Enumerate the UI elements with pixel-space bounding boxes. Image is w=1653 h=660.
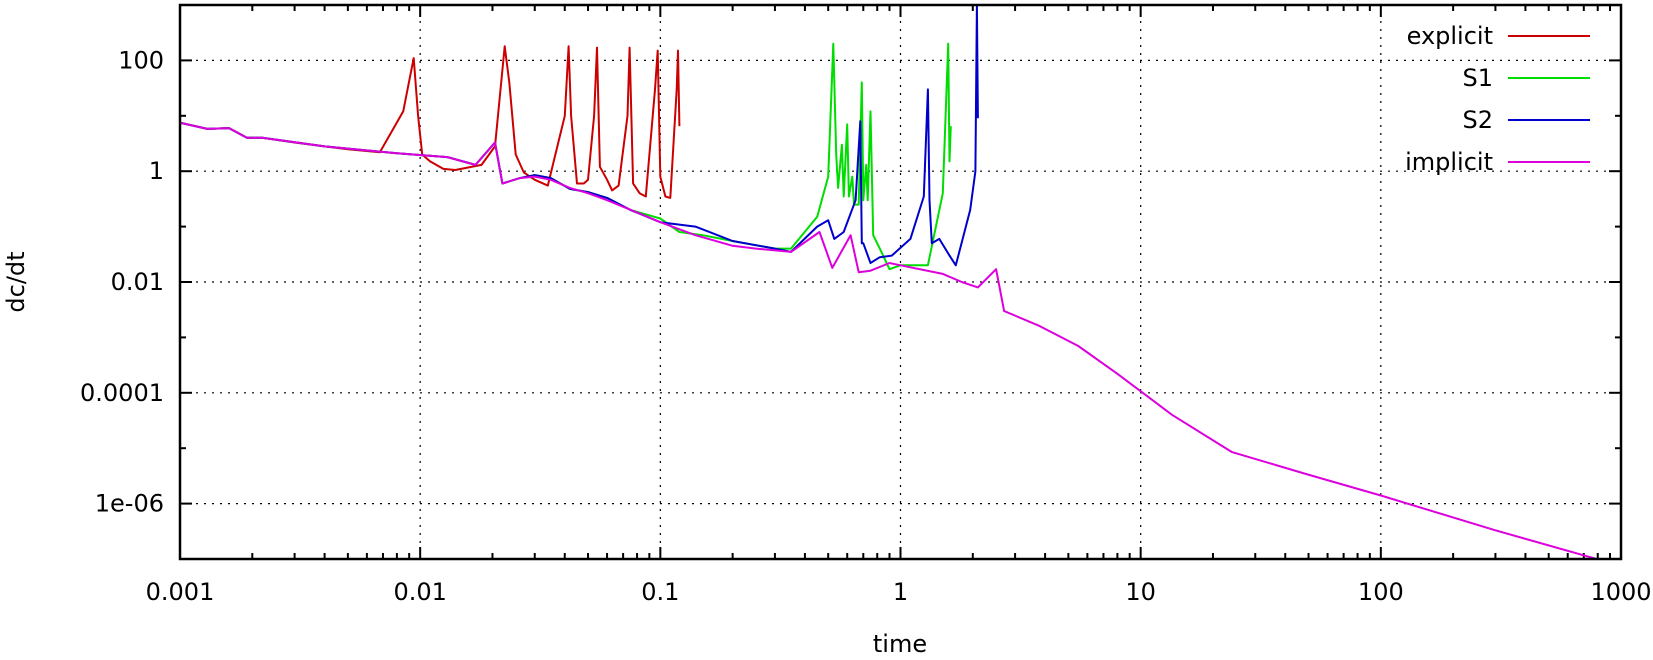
x-tick-label: 0.001 xyxy=(146,578,215,606)
grid xyxy=(180,5,1621,559)
legend-label-s2: S2 xyxy=(1462,106,1493,134)
y-tick-label: 1 xyxy=(149,157,164,185)
x-tick-label: 1000 xyxy=(1590,578,1651,606)
legend-label-implicit: implicit xyxy=(1405,148,1493,176)
x-axis-title: time xyxy=(873,630,927,658)
series-line-implicit xyxy=(180,121,1601,559)
x-tick-label: 0.1 xyxy=(641,578,679,606)
plot-frame xyxy=(178,3,1623,561)
x-tick-label: 1 xyxy=(893,578,908,606)
y-axis-title: dc/dt xyxy=(2,251,30,312)
y-tick-label: 1e-06 xyxy=(95,490,164,518)
y-tick-label: 0.0001 xyxy=(80,379,164,407)
y-tick-label: 0.01 xyxy=(111,268,164,296)
x-tick-label: 100 xyxy=(1358,578,1404,606)
legend-label-s1: S1 xyxy=(1462,64,1493,92)
tick-labels: 0.001 0.01 0.1 1 10 100 1000 100 1 0.01 0.0001 1e-0… xyxy=(80,46,1652,606)
series-lines xyxy=(180,5,1601,559)
x-tick-label: 0.01 xyxy=(393,578,446,606)
legend: explicit S1 S2 implicit xyxy=(1405,22,1590,176)
x-tick-label: 10 xyxy=(1125,578,1156,606)
legend-label-explicit: explicit xyxy=(1407,22,1493,50)
y-tick-label: 100 xyxy=(118,46,164,74)
